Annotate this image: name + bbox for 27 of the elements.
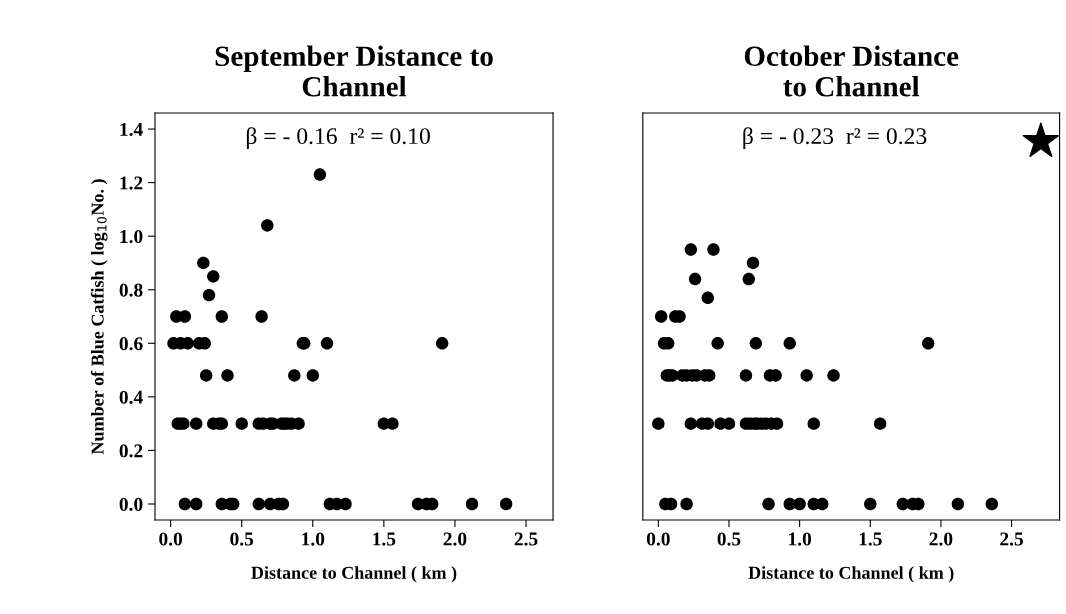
x-tick-label: 2.0: [929, 532, 953, 546]
x-axis-title: Distance to Channel ( km ): [251, 566, 457, 583]
x-tick-label: 1.0: [302, 532, 325, 546]
chart-title: September Distance to Channel: [215, 45, 493, 97]
x-tick-label: 0.0: [159, 532, 183, 546]
y-tick-label: 0.0: [119, 497, 143, 512]
y-tick-label: 0.6: [119, 337, 143, 351]
y-tick-label: 1.2: [120, 176, 143, 190]
y-tick-label: 0.8: [119, 283, 143, 297]
chart-title: October Distance to Channel: [744, 45, 959, 97]
y-tick-label: 1.4: [120, 122, 143, 137]
x-tick-label: 0.5: [717, 532, 741, 546]
x-tick-label: 1.5: [859, 532, 882, 546]
x-tick-label: 2.5: [1000, 532, 1024, 546]
x-tick-label: 1.0: [789, 532, 812, 546]
x-tick-label: 0.5: [230, 532, 254, 546]
annotation: β = - 0.16 r² = 0.10: [246, 127, 430, 149]
x-tick-label: 2.0: [443, 532, 467, 546]
y-axis-title: Number of Blue Catfish ( log$_{10}$No. ): [90, 179, 108, 455]
x-tick-label: 1.5: [373, 532, 396, 546]
y-tick-label: 1.0: [120, 229, 143, 244]
x-tick-label: 2.5: [514, 532, 538, 546]
x-tick-label: 0.0: [646, 532, 670, 546]
y-tick-label: 0.4: [119, 390, 143, 404]
y-tick-label: 0.2: [119, 444, 143, 458]
x-axis-title: Distance to Channel ( km ): [748, 566, 954, 583]
annotation: β = - 0.23 r² = 0.23: [743, 127, 927, 149]
